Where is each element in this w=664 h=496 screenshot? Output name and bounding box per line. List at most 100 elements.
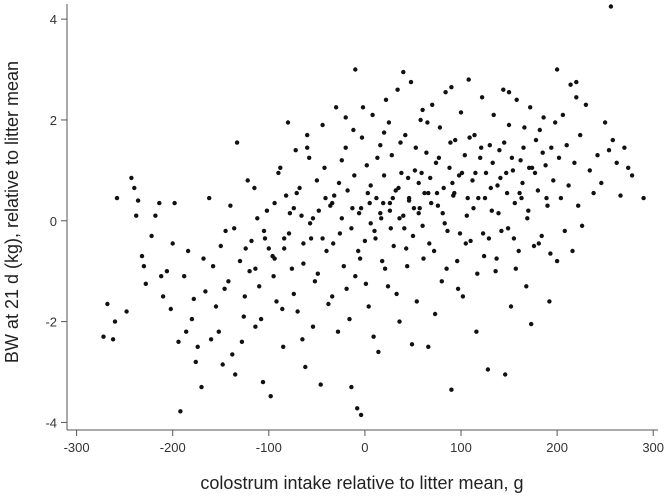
data-point	[519, 195, 524, 201]
data-point	[286, 231, 292, 236]
x-axis-title: colostrum intake relative to litter mean…	[200, 473, 523, 493]
data-point	[358, 206, 364, 211]
data-point	[537, 127, 542, 133]
data-point	[372, 228, 377, 234]
data-point	[529, 321, 534, 327]
data-point	[260, 379, 266, 385]
data-point	[554, 67, 560, 72]
data-point	[551, 178, 556, 183]
data-point	[170, 241, 175, 246]
data-point	[253, 266, 258, 271]
data-point	[490, 160, 495, 165]
data-point	[110, 337, 116, 342]
data-point	[447, 165, 452, 170]
data-point	[564, 143, 569, 148]
data-point	[335, 329, 341, 334]
data-point	[513, 266, 518, 271]
data-point	[331, 241, 336, 246]
x-tick-label: 0	[361, 440, 368, 455]
data-point	[466, 77, 471, 82]
data-point	[272, 200, 277, 206]
data-point	[528, 105, 533, 110]
data-point	[606, 148, 612, 153]
data-point	[310, 216, 316, 221]
data-point	[249, 238, 254, 244]
data-point	[420, 107, 425, 113]
data-point	[182, 274, 187, 279]
data-point	[394, 291, 399, 297]
data-point	[308, 236, 314, 241]
data-point	[332, 193, 337, 198]
data-point	[531, 243, 537, 249]
data-point	[463, 241, 468, 246]
data-point	[132, 185, 137, 191]
data-point	[381, 130, 387, 135]
data-point	[471, 206, 476, 211]
data-point	[456, 173, 462, 178]
data-point	[462, 153, 467, 158]
data-point	[239, 339, 245, 344]
data-point	[508, 304, 514, 309]
data-point	[352, 173, 357, 178]
data-point	[464, 213, 469, 218]
data-point	[237, 258, 243, 264]
data-point	[547, 299, 552, 304]
data-point	[373, 236, 378, 241]
data-point	[414, 299, 419, 304]
data-point	[289, 266, 295, 271]
data-point	[366, 304, 371, 309]
data-point	[287, 211, 293, 216]
data-point	[380, 258, 385, 264]
data-point	[252, 185, 257, 191]
data-point	[405, 175, 411, 181]
data-point	[381, 200, 386, 206]
data-point	[339, 158, 344, 163]
data-point	[556, 155, 562, 160]
data-point	[514, 97, 519, 103]
data-point	[622, 145, 627, 150]
data-point	[572, 160, 577, 165]
data-point	[172, 200, 177, 206]
data-point	[359, 135, 365, 140]
data-point	[437, 125, 443, 130]
data-point	[532, 170, 538, 176]
data-point	[502, 140, 507, 145]
data-point	[496, 211, 501, 216]
data-point	[301, 261, 306, 266]
data-point	[419, 170, 424, 176]
y-tick-label: 0	[50, 214, 57, 229]
data-point	[388, 226, 393, 231]
data-point	[501, 87, 506, 92]
data-point	[436, 155, 442, 160]
data-point	[448, 140, 453, 145]
data-point	[357, 256, 363, 261]
data-point	[426, 344, 431, 349]
data-point	[412, 168, 418, 173]
data-point	[441, 185, 446, 191]
data-point	[395, 87, 400, 92]
data-point	[291, 206, 296, 211]
data-point	[141, 264, 147, 269]
data-point	[566, 183, 571, 188]
data-point	[518, 158, 523, 163]
data-point	[323, 195, 328, 201]
data-point	[449, 387, 454, 392]
data-point	[505, 226, 511, 231]
data-point	[258, 316, 264, 322]
data-point	[272, 256, 277, 261]
data-point	[387, 208, 393, 213]
data-point	[460, 294, 466, 299]
data-point	[435, 203, 441, 208]
data-point	[339, 216, 344, 221]
data-point	[543, 163, 548, 168]
data-point	[403, 132, 408, 138]
data-points	[101, 4, 646, 418]
data-point	[576, 203, 581, 208]
data-point	[281, 344, 286, 349]
data-point	[479, 95, 485, 100]
data-point	[610, 137, 615, 143]
data-point	[378, 211, 383, 216]
data-point	[474, 329, 479, 334]
data-point	[516, 248, 521, 254]
